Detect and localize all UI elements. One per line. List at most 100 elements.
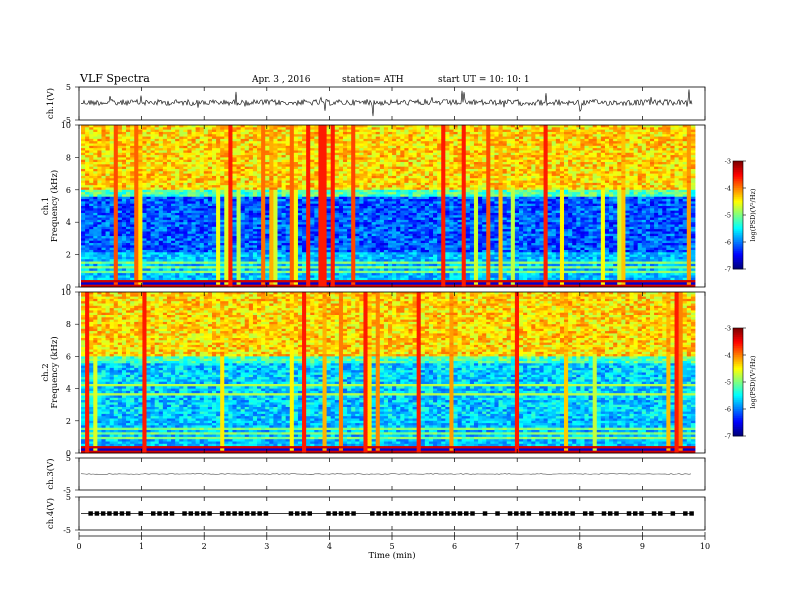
- spectrogram-cell: [191, 180, 197, 184]
- spectrogram-cell: [457, 141, 463, 144]
- spectrogram-cell: [518, 194, 524, 198]
- spectrogram-cell: [363, 175, 368, 179]
- spectrogram-cell: [527, 194, 532, 198]
- spectrogram-cell: [187, 155, 192, 158]
- spectrogram-cell: [625, 185, 630, 188]
- spectrogram-cell: [371, 162, 377, 165]
- spectrogram-cell: [441, 166, 446, 170]
- spectrogram-cell: [461, 175, 467, 179]
- spectrogram-cell: [334, 162, 340, 165]
- spectrogram-cell: [375, 129, 381, 133]
- spectrogram-cell: [359, 171, 364, 174]
- spectrogram-cell: [81, 166, 86, 170]
- spectrogram-cell: [690, 150, 696, 154]
- spectrogram-cell: [613, 196, 618, 200]
- spectrogram-cell: [478, 150, 483, 154]
- spectrogram-cell: [211, 152, 217, 156]
- spectrogram-cell: [600, 173, 606, 177]
- spectrogram-cell: [363, 185, 368, 188]
- spectrogram-cell: [220, 178, 225, 181]
- spectrogram-cell: [154, 134, 160, 137]
- spectrogram-cell: [473, 180, 479, 184]
- spectrogram-cell: [207, 129, 213, 133]
- spectrogram-cell: [514, 162, 520, 165]
- spectrogram-cell: [162, 180, 168, 184]
- spectrogram-cell: [424, 166, 430, 170]
- spectrogram-cell: [433, 185, 438, 188]
- spectrogram-cell: [641, 187, 647, 191]
- spectrogram-cell: [302, 171, 307, 174]
- spectrogram-cell: [535, 141, 540, 144]
- spectrogram-cell: [539, 173, 544, 177]
- spectrogram-cell: [224, 178, 229, 181]
- spectrogram-cell: [89, 199, 94, 202]
- spectrogram-cell: [359, 129, 364, 133]
- spectrogram-cell: [690, 196, 696, 200]
- spectrogram-cell: [457, 138, 463, 142]
- spectrogram-cell: [465, 162, 471, 165]
- spectrogram-cell: [400, 180, 405, 184]
- spectrogram-cell: [236, 192, 242, 195]
- spectrogram-cell: [142, 199, 147, 202]
- spectrogram-cell: [351, 131, 356, 135]
- spectrogram-cell: [625, 164, 630, 168]
- spectrogram-cell: [224, 168, 229, 172]
- spectrogram-cell: [580, 194, 585, 198]
- spectrogram-cell: [678, 152, 684, 156]
- spectrogram-cell: [113, 125, 119, 128]
- spectrogram-cell: [617, 173, 622, 177]
- spectrogram-cell: [105, 162, 111, 165]
- spectrogram-cell: [187, 187, 192, 191]
- spectrogram-cell: [158, 150, 164, 154]
- spectrogram-cell: [482, 164, 487, 168]
- spectrogram-cell: [117, 166, 123, 170]
- spectrogram-cell: [388, 180, 393, 184]
- spectrogram-cell: [285, 136, 291, 140]
- spectrogram-cell: [187, 159, 192, 163]
- spectrogram-cell: [457, 164, 463, 168]
- spectrogram-cell: [342, 129, 348, 133]
- spectrogram-cell: [351, 185, 356, 188]
- spectrogram-cell: [105, 152, 111, 156]
- spectrogram-cell: [482, 173, 487, 177]
- spectrogram-cell: [604, 131, 610, 135]
- spectrogram-cell: [228, 145, 233, 149]
- spectrogram-cell: [555, 189, 561, 193]
- spectrogram-cell: [609, 175, 614, 179]
- spectrogram-cell: [318, 152, 323, 156]
- spectrogram-cell: [252, 136, 258, 140]
- spectrogram-cell: [257, 166, 262, 170]
- spectrogram-cell: [506, 185, 512, 188]
- spectrogram-cell: [265, 159, 270, 163]
- spectrogram-cell: [490, 136, 495, 140]
- spectrogram-cell: [531, 152, 536, 156]
- spectrogram-cell: [318, 164, 323, 168]
- spectrogram-cell: [686, 185, 692, 188]
- spectrogram-cell: [195, 152, 201, 156]
- spectrogram-cell: [604, 157, 610, 161]
- spectrogram-cell: [216, 187, 221, 191]
- spectrogram-cell: [150, 136, 156, 140]
- spectrogram-cell: [277, 173, 282, 177]
- spectrogram-cell: [461, 168, 467, 172]
- spectrogram-cell: [318, 194, 323, 198]
- spectrogram-cell: [617, 148, 622, 151]
- spectrogram-cell: [89, 166, 94, 170]
- spectrogram-cell: [576, 125, 581, 128]
- spectrogram-cell: [117, 145, 123, 149]
- spectrogram-cell: [211, 127, 217, 131]
- spectrogram-cell: [686, 138, 692, 142]
- spectrogram-cell: [179, 131, 184, 135]
- spectrogram-cell: [506, 180, 512, 184]
- spectrogram-cell: [89, 175, 94, 179]
- spectrogram-cell: [379, 185, 385, 188]
- spectrogram-cell: [293, 155, 299, 158]
- spectrogram-cell: [166, 182, 172, 186]
- spectrogram-cell: [195, 187, 201, 191]
- spectrogram-cell: [310, 175, 315, 179]
- spectrogram-cell: [342, 175, 348, 179]
- spectrogram-cell: [310, 136, 315, 140]
- spectrogram-cell: [473, 171, 479, 174]
- spectrogram-cell: [240, 182, 246, 186]
- spectrogram-cell: [576, 136, 581, 140]
